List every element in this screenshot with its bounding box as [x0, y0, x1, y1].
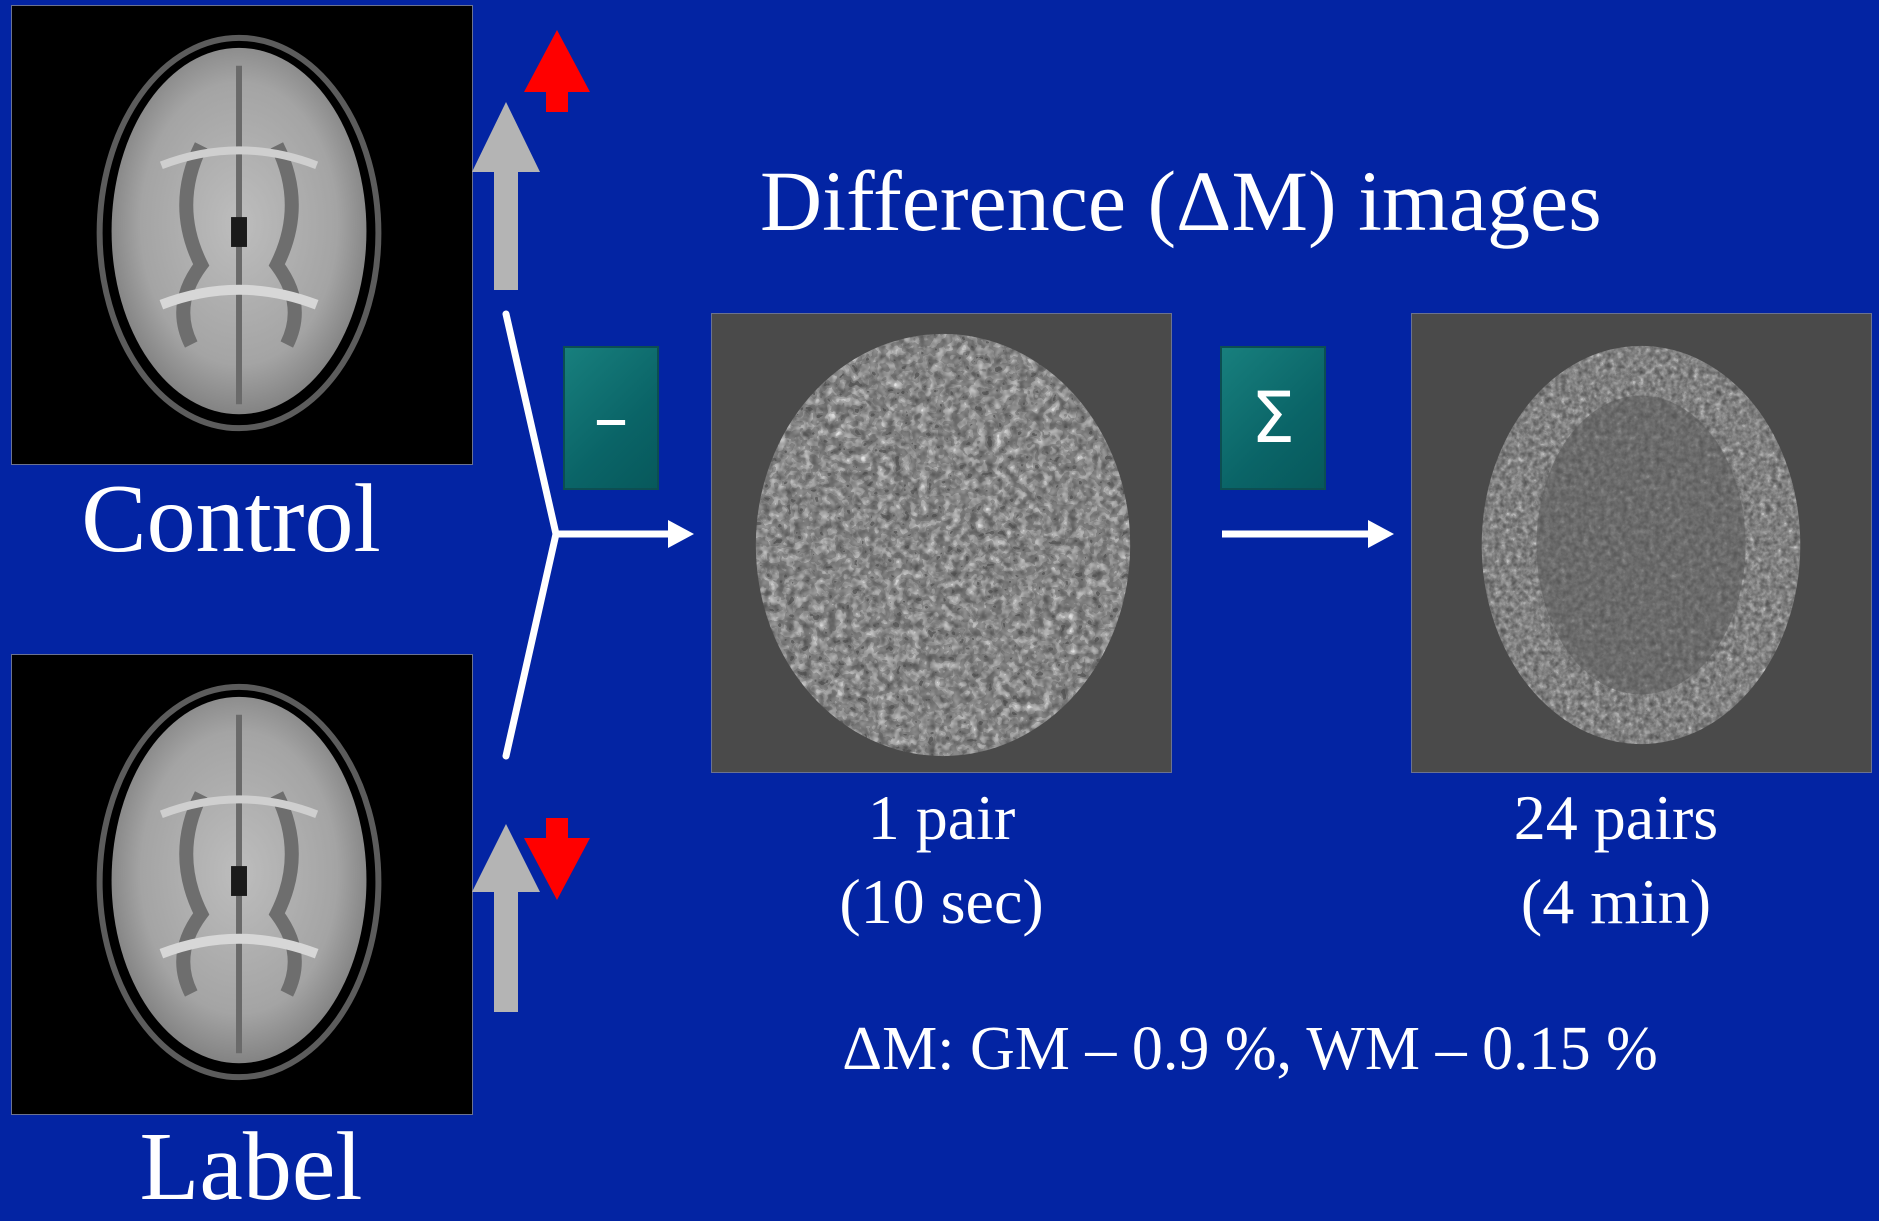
- label-brain-graphic: [96, 683, 382, 1081]
- control-brain-image: [11, 5, 473, 465]
- averaged-noise-graphic: [1412, 314, 1871, 772]
- single-pair-noise-graphic: [712, 314, 1171, 772]
- single-pair-duration: (10 sec): [839, 866, 1044, 937]
- label-brain-image: [11, 654, 473, 1115]
- up-arrow-icon: [472, 824, 540, 1012]
- up-arrow-icon: [472, 102, 540, 290]
- averaged-caption: 24 pairs (4 min): [1411, 776, 1821, 944]
- single-pair-difference-image: [711, 313, 1172, 773]
- arrow-head-icon: [1368, 520, 1394, 548]
- subtract-operator: –: [563, 346, 659, 490]
- result-formula: ΔM: GM – 0.9 %, WM – 0.15 %: [842, 1015, 1658, 1083]
- page-title: Difference (ΔM) images: [760, 153, 1602, 249]
- averaged-duration: (4 min): [1520, 866, 1712, 937]
- single-pair-caption: 1 pair (10 sec): [711, 776, 1172, 944]
- label-label: Label: [139, 1113, 363, 1221]
- sum-operator: Σ: [1220, 346, 1326, 490]
- averaged-difference-image: [1411, 313, 1872, 773]
- sum-symbol: Σ: [1250, 377, 1296, 459]
- control-brain-graphic: [96, 34, 382, 432]
- subtract-symbol: –: [593, 377, 629, 459]
- red-up-arrow-icon: [524, 30, 590, 112]
- single-pair-count: 1 pair: [867, 782, 1016, 853]
- control-label: Control: [81, 465, 381, 573]
- arrow-head-icon: [668, 520, 694, 548]
- averaged-count: 24 pairs: [1513, 782, 1719, 853]
- red-down-arrow-icon: [524, 818, 590, 900]
